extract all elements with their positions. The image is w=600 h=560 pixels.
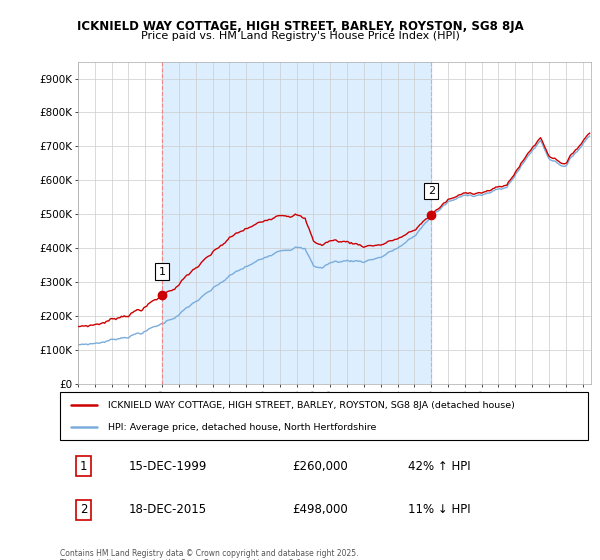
Text: 18-DEC-2015: 18-DEC-2015 xyxy=(128,503,207,516)
Text: 2: 2 xyxy=(80,503,88,516)
Text: £498,000: £498,000 xyxy=(292,503,348,516)
FancyBboxPatch shape xyxy=(60,392,588,440)
Text: 42% ↑ HPI: 42% ↑ HPI xyxy=(409,460,471,473)
Text: HPI: Average price, detached house, North Hertfordshire: HPI: Average price, detached house, Nort… xyxy=(107,423,376,432)
Text: 1: 1 xyxy=(80,460,88,473)
Text: 11% ↓ HPI: 11% ↓ HPI xyxy=(409,503,471,516)
Text: Contains HM Land Registry data © Crown copyright and database right 2025.
This d: Contains HM Land Registry data © Crown c… xyxy=(60,549,359,560)
Bar xyxy=(162,62,431,384)
Text: £260,000: £260,000 xyxy=(292,460,348,473)
Text: Price paid vs. HM Land Registry's House Price Index (HPI): Price paid vs. HM Land Registry's House … xyxy=(140,31,460,41)
Text: ICKNIELD WAY COTTAGE, HIGH STREET, BARLEY, ROYSTON, SG8 8JA: ICKNIELD WAY COTTAGE, HIGH STREET, BARLE… xyxy=(77,20,523,32)
Text: 15-DEC-1999: 15-DEC-1999 xyxy=(128,460,207,473)
Text: ICKNIELD WAY COTTAGE, HIGH STREET, BARLEY, ROYSTON, SG8 8JA (detached house): ICKNIELD WAY COTTAGE, HIGH STREET, BARLE… xyxy=(107,401,514,410)
Text: 1: 1 xyxy=(158,267,166,277)
Text: 2: 2 xyxy=(428,186,435,196)
